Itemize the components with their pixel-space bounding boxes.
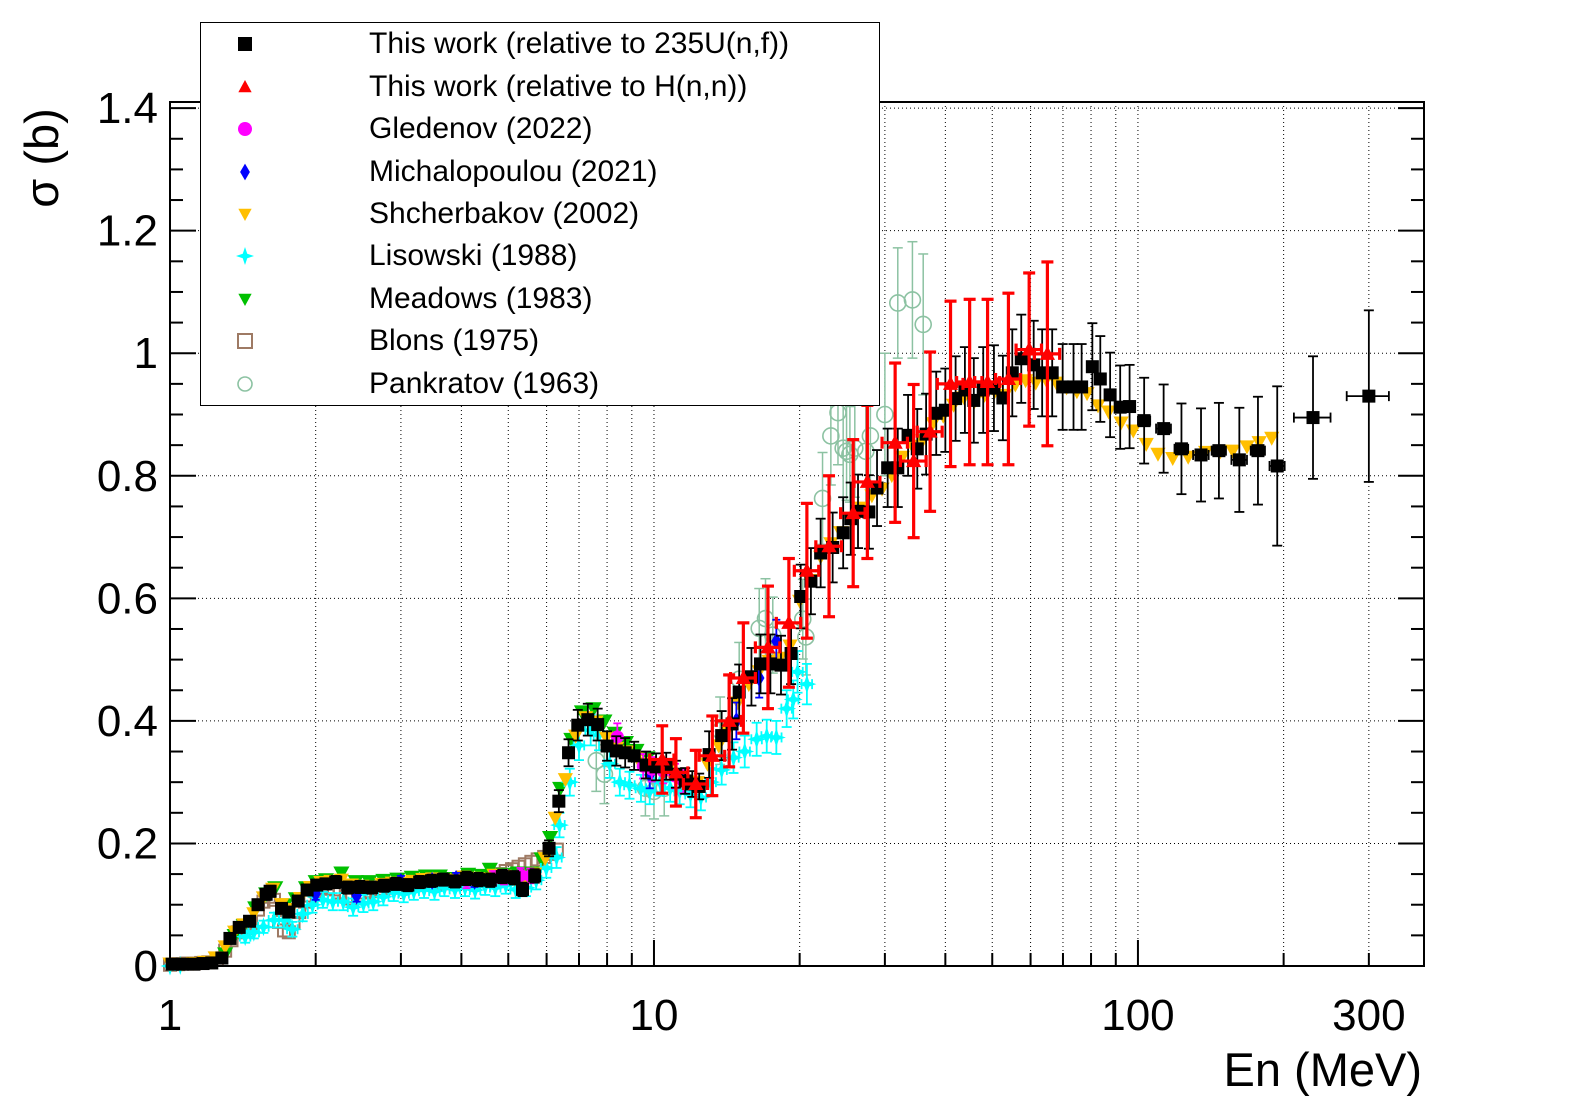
legend-entry-label: This work (relative to 235U(n,f)) <box>369 27 790 61</box>
svg-text:1.4: 1.4 <box>97 84 158 133</box>
legend-entry-shcherbakov-2002: Shcherbakov (2002) <box>201 193 879 235</box>
svg-text:10: 10 <box>629 991 678 1040</box>
pankratov-1963-marker-icon <box>201 369 289 399</box>
axis-ticks <box>169 107 1424 967</box>
blons-1975-marker-icon <box>201 326 289 356</box>
svg-text:0.4: 0.4 <box>97 697 158 746</box>
legend-entry-meadows-1983: Meadows (1983) <box>201 278 879 320</box>
x-axis-title: En (MeV) <box>1224 1043 1423 1096</box>
gledenov-2022-marker-icon <box>201 114 289 144</box>
shcherbakov-2002-marker-icon <box>201 199 289 229</box>
axis-tick-labels: 1 10 100 300 0 0.2 0.4 0.6 0.8 1 1.2 1.4 <box>97 84 1406 1040</box>
michalopoulou-2021-marker-icon <box>201 157 289 187</box>
legend-entry-label: Shcherbakov (2002) <box>369 196 640 230</box>
this-work-relative-to-235u-n-f-marker-icon <box>201 29 289 59</box>
svg-text:300: 300 <box>1332 991 1405 1040</box>
legend-entry-michalopoulou-2021: Michalopoulou (2021) <box>201 151 879 193</box>
legend-entry-this-work-relative-to-h-n-n: This work (relative to H(n,n)) <box>201 66 879 108</box>
meadows-1983-marker-icon <box>201 284 289 314</box>
svg-text:0.8: 0.8 <box>97 452 158 501</box>
legend: This work (relative to 235U(n,f)) This wo… <box>200 22 880 406</box>
legend-entry-pankratov-1963: Pankratov (1963) <box>201 363 879 405</box>
svg-text:1: 1 <box>134 329 158 378</box>
svg-text:1.2: 1.2 <box>97 207 158 256</box>
series-lisowski-1988 <box>160 650 817 976</box>
svg-text:100: 100 <box>1101 991 1174 1040</box>
legend-entry-blons-1975: Blons (1975) <box>201 320 879 362</box>
svg-text:0.6: 0.6 <box>97 574 158 623</box>
svg-text:1: 1 <box>158 991 182 1040</box>
y-axis-title: σ (b) <box>15 108 68 208</box>
legend-entry-label: Michalopoulou (2021) <box>369 154 658 188</box>
legend-entry-this-work-relative-to-235u-n-f: This work (relative to 235U(n,f)) <box>201 23 879 65</box>
legend-entry-gledenov-2022: Gledenov (2022) <box>201 108 879 150</box>
this-work-relative-to-h-n-n-marker-icon <box>201 72 289 102</box>
series-this-work-relative-to-h-n-n <box>648 260 1062 820</box>
legend-entry-lisowski-1988: Lisowski (1988) <box>201 235 879 277</box>
data-series <box>160 240 1390 976</box>
legend-entry-label: Meadows (1983) <box>369 281 593 315</box>
legend-entry-label: Lisowski (1988) <box>369 239 578 273</box>
legend-entry-label: Pankratov (1963) <box>369 366 600 400</box>
svg-text:0: 0 <box>134 942 158 991</box>
lisowski-1988-marker-icon <box>201 241 289 271</box>
svg-text:0.2: 0.2 <box>97 819 158 868</box>
legend-entry-label: Gledenov (2022) <box>369 112 593 146</box>
legend-entry-label: This work (relative to H(n,n)) <box>369 69 748 103</box>
legend-entry-label: Blons (1975) <box>369 324 540 358</box>
series-this-work-relative-to-235u-n-f <box>165 309 1390 971</box>
